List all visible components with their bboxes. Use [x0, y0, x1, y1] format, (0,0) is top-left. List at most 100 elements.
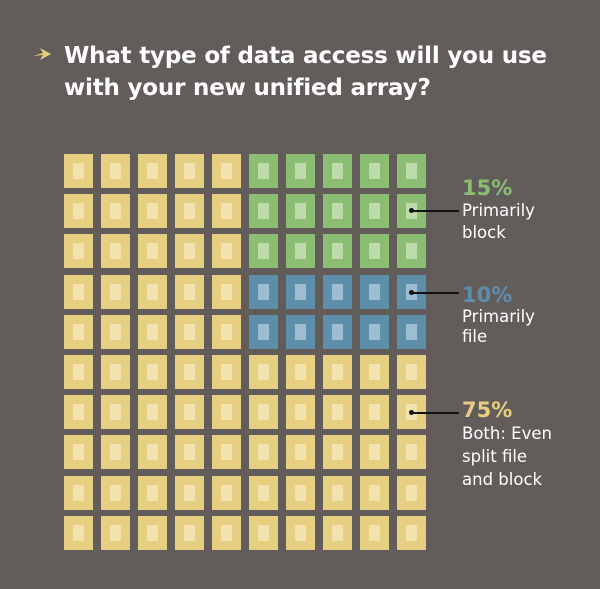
- tile-both: [360, 395, 389, 430]
- tile-inner: [369, 163, 380, 179]
- tile-both: [101, 355, 130, 389]
- tile-inner: [406, 243, 417, 260]
- tile-inner: [221, 203, 232, 220]
- tile-inner: [221, 243, 232, 260]
- tile-both: [175, 274, 204, 309]
- tile-inner: [184, 323, 195, 340]
- tile-inner: [110, 203, 121, 220]
- tile-file: [360, 274, 389, 309]
- tile-inner: [369, 484, 380, 501]
- tile-both: [175, 154, 204, 188]
- tile-inner: [369, 444, 380, 461]
- legend-file: 10% Primarily file: [462, 283, 535, 347]
- tile-inner: [295, 524, 306, 541]
- tile-inner: [332, 243, 343, 260]
- tile-both: [323, 395, 352, 430]
- tile-both: [138, 314, 167, 349]
- legend-block: 15% Primarily block: [462, 176, 535, 244]
- tile-inner: [110, 283, 121, 300]
- tile-inner: [184, 364, 195, 380]
- tile-inner: [258, 524, 269, 541]
- tile-both: [397, 355, 426, 389]
- tile-both: [175, 435, 204, 470]
- tile-inner: [258, 484, 269, 501]
- tile-both: [323, 355, 352, 389]
- tile-file: [323, 274, 352, 309]
- tile-inner: [147, 203, 158, 220]
- tile-inner: [295, 243, 306, 260]
- tile-file: [360, 314, 389, 349]
- tile-block: [286, 234, 315, 269]
- file-leader-line: [411, 292, 459, 294]
- tile-both: [64, 194, 93, 229]
- tile-both: [101, 395, 130, 430]
- tile-both: [175, 395, 204, 430]
- tile-both: [249, 515, 278, 550]
- tile-inner: [295, 404, 306, 421]
- tile-both: [212, 355, 241, 389]
- tile-both: [64, 314, 93, 349]
- tile-inner: [258, 364, 269, 380]
- tile-inner: [221, 163, 232, 179]
- tile-inner: [184, 404, 195, 421]
- tile-inner: [295, 283, 306, 300]
- tile-inner: [332, 364, 343, 380]
- tile-inner: [295, 364, 306, 380]
- tile-inner: [110, 404, 121, 421]
- tile-both: [360, 355, 389, 389]
- tile-block: [249, 234, 278, 269]
- tile-inner: [110, 444, 121, 461]
- tile-inner: [147, 484, 158, 501]
- tile-block: [249, 194, 278, 229]
- tile-inner: [147, 364, 158, 380]
- tile-inner: [406, 364, 417, 380]
- tile-inner: [221, 444, 232, 461]
- both-percent: 75%: [462, 398, 513, 422]
- tile-block: [323, 194, 352, 229]
- tile-inner: [369, 283, 380, 300]
- tile-inner: [110, 243, 121, 260]
- tile-both: [212, 234, 241, 269]
- tile-both: [212, 314, 241, 349]
- tile-both: [138, 475, 167, 510]
- tile-both: [323, 515, 352, 550]
- tile-file: [249, 314, 278, 349]
- tile-both: [138, 355, 167, 389]
- tile-inner: [184, 243, 195, 260]
- tile-both: [138, 194, 167, 229]
- tile-inner: [369, 203, 380, 220]
- tile-both: [323, 475, 352, 510]
- tile-inner: [332, 283, 343, 300]
- tile-inner: [332, 444, 343, 461]
- tile-both: [360, 515, 389, 550]
- tile-inner: [73, 323, 84, 340]
- tile-both: [101, 234, 130, 269]
- legend-both: 75% Both: Even split file and block: [462, 398, 552, 491]
- tile-inner: [332, 524, 343, 541]
- tile-inner: [147, 283, 158, 300]
- tile-inner: [184, 444, 195, 461]
- tile-inner: [369, 323, 380, 340]
- tile-both: [397, 435, 426, 470]
- tile-both: [323, 435, 352, 470]
- both-desc-line3: and block: [462, 470, 543, 489]
- tile-inner: [73, 203, 84, 220]
- tile-inner: [406, 484, 417, 501]
- tile-file: [323, 314, 352, 349]
- tile-file: [286, 314, 315, 349]
- tile-inner: [369, 243, 380, 260]
- tile-inner: [73, 283, 84, 300]
- tile-both: [249, 435, 278, 470]
- tile-inner: [147, 243, 158, 260]
- tile-both: [212, 475, 241, 510]
- tile-inner: [147, 163, 158, 179]
- tile-file: [397, 314, 426, 349]
- tile-inner: [184, 163, 195, 179]
- tile-block: [360, 154, 389, 188]
- tile-both: [175, 475, 204, 510]
- tile-inner: [258, 323, 269, 340]
- tile-inner: [73, 404, 84, 421]
- tile-block: [249, 154, 278, 188]
- tile-both: [64, 515, 93, 550]
- tile-inner: [221, 323, 232, 340]
